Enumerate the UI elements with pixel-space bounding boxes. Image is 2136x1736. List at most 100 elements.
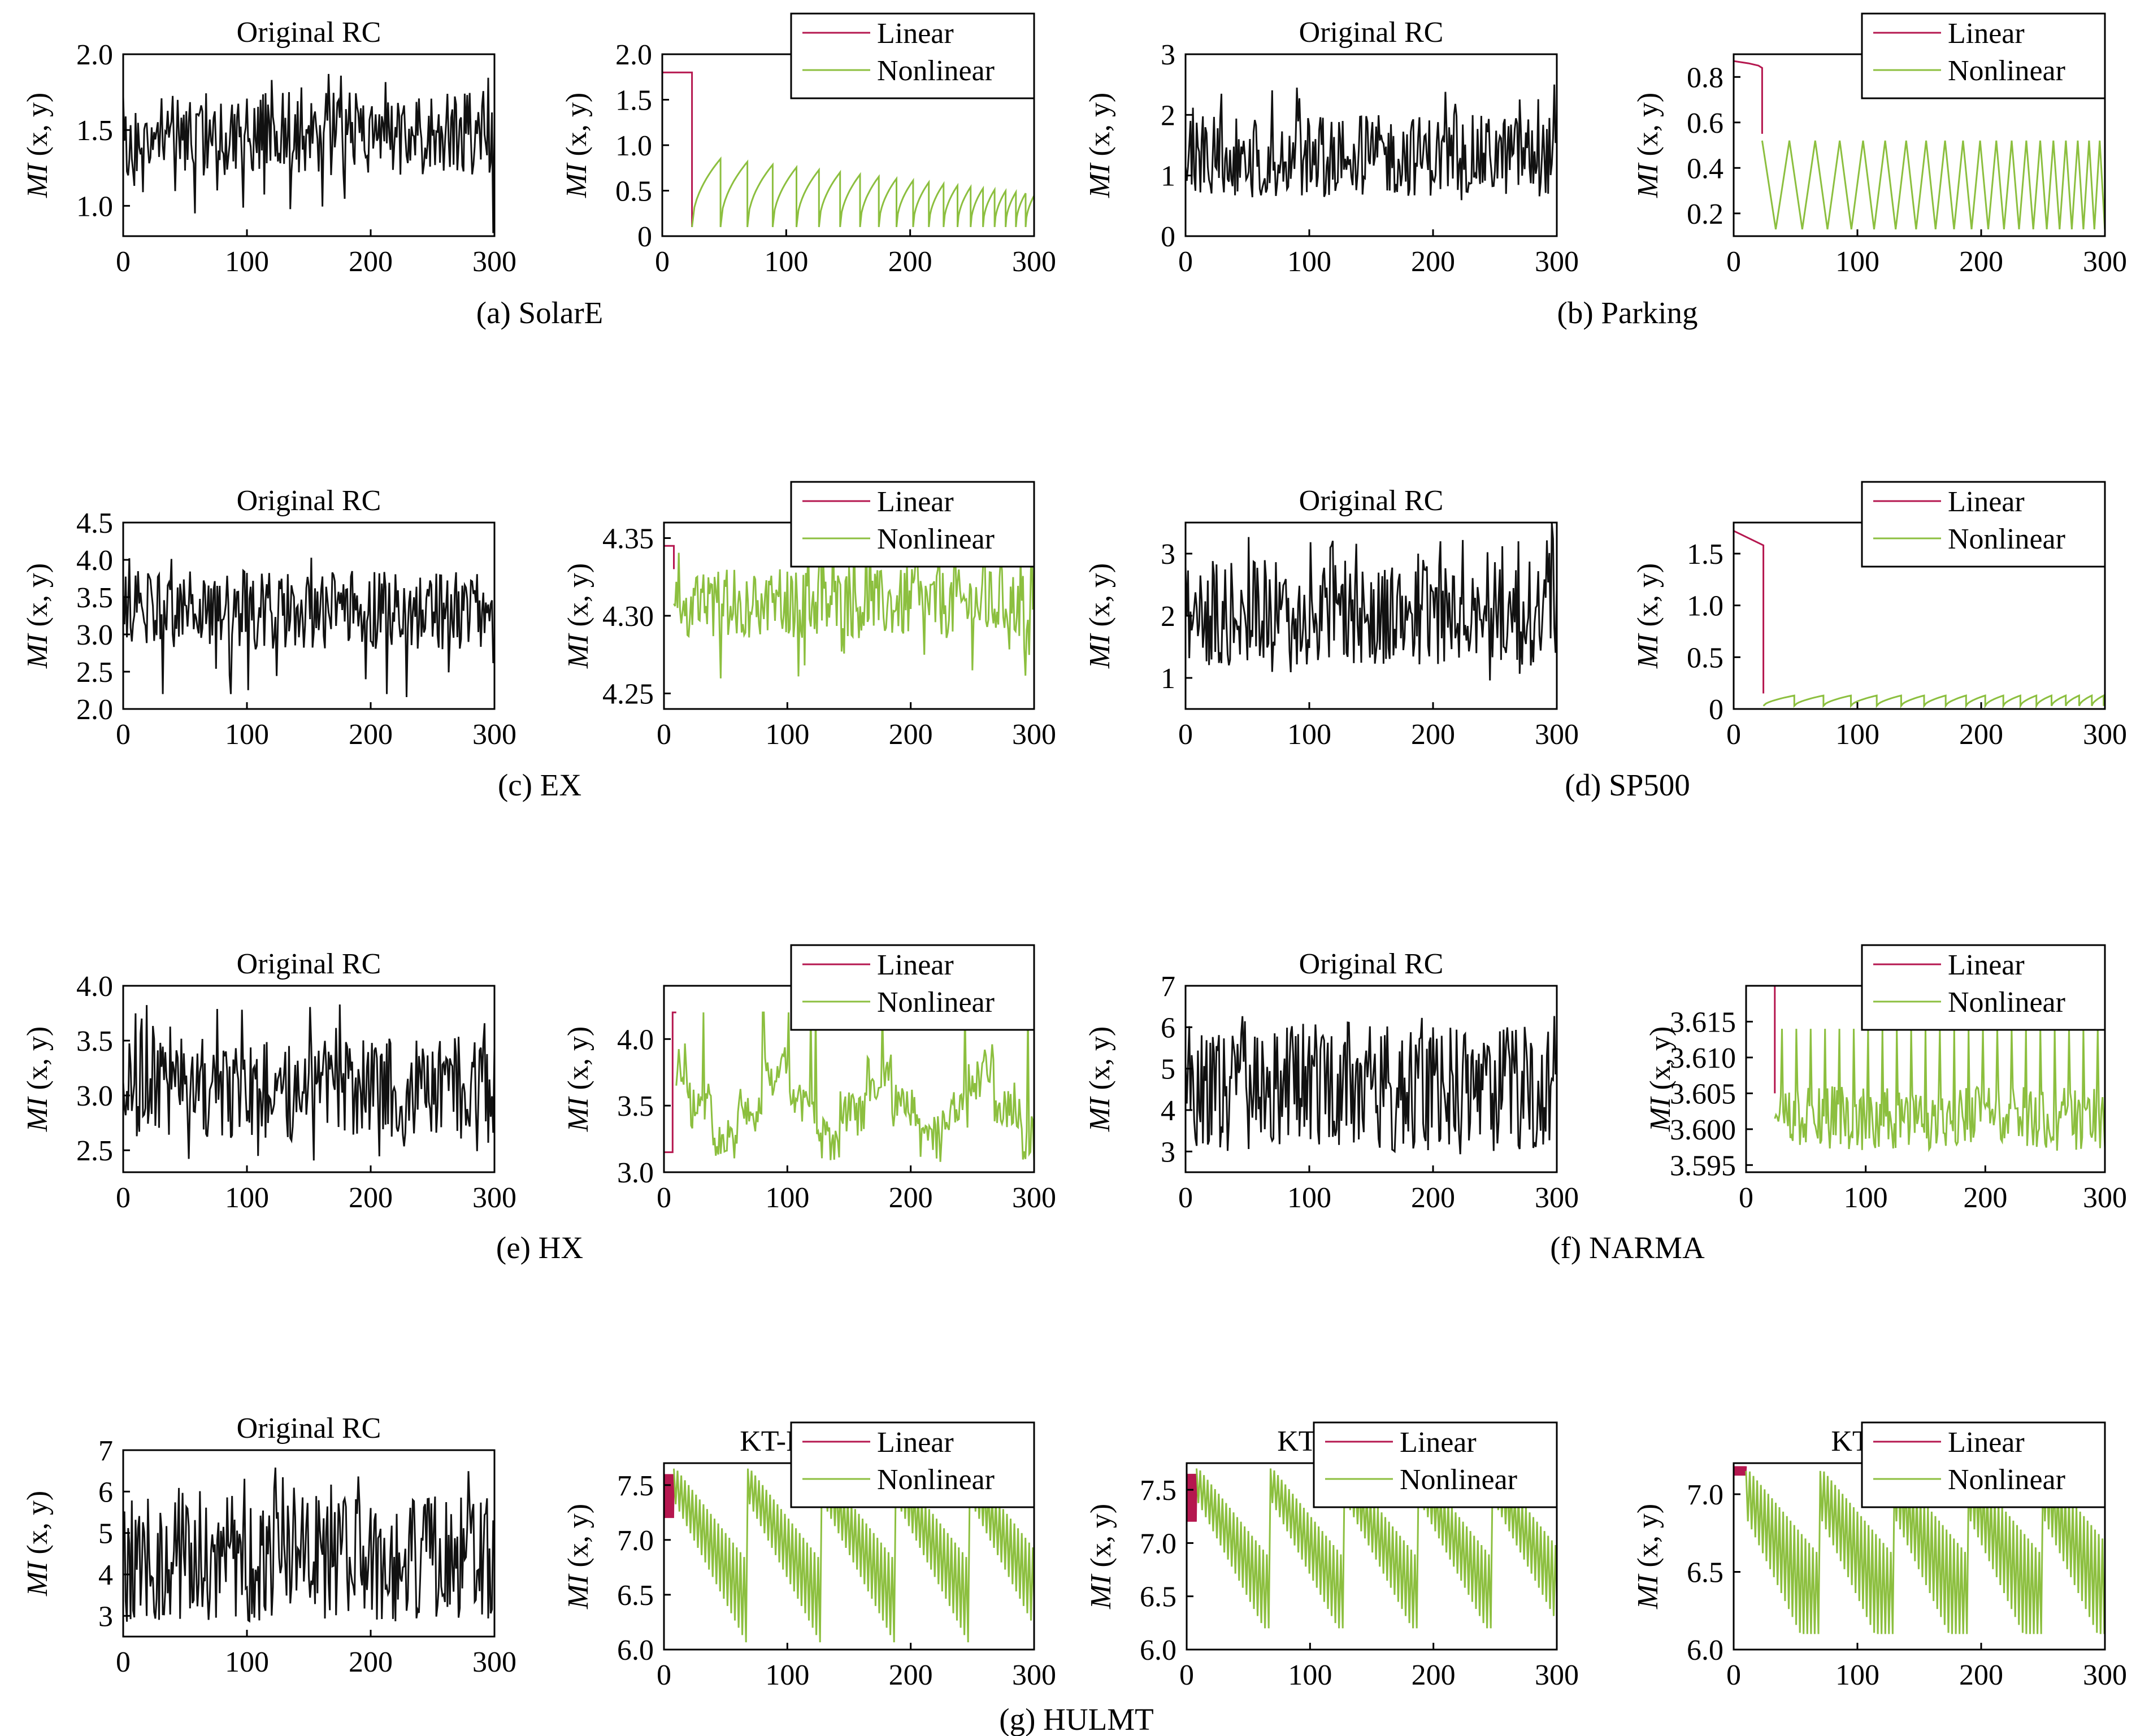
y-tick-label: 1 <box>1161 663 1175 695</box>
y-tick-label: 0.6 <box>1687 107 1723 140</box>
legend-label-nonlinear: Nonlinear <box>1948 1464 2065 1496</box>
y-tick-label: 3.0 <box>76 619 113 651</box>
y-tick-label: 5 <box>98 1518 113 1550</box>
y-tick-label: 7.5 <box>617 1470 654 1502</box>
legend: Linear Nonlinear <box>790 481 1035 568</box>
panel-caption-f: (f) NARMA <box>1550 1230 1705 1265</box>
legend-box <box>1313 1421 1558 1508</box>
x-tick-label: 200 <box>889 1659 933 1691</box>
y-tick-label: 1.0 <box>1687 590 1723 623</box>
y-tick-label: 3.0 <box>617 1157 654 1189</box>
x-tick-label: 200 <box>349 1182 393 1214</box>
y-axis-label: MI (x, y) <box>562 1026 594 1132</box>
y-axis-label: MI (x, y) <box>562 1504 594 1609</box>
x-tick-label: 300 <box>1012 719 1056 751</box>
y-tick-label: 4 <box>1161 1095 1175 1127</box>
legend: Linear Nonlinear <box>1861 944 2106 1031</box>
chart-c-orig: Original RC MI (x, y) 0 100 200 300 2.0 2.5 3.0 3… <box>21 485 516 751</box>
x-tick-label: 200 <box>1959 246 2003 278</box>
plot-frame <box>122 53 496 237</box>
legend: Linear Nonlinear <box>790 1421 1035 1508</box>
y-tick-label: 2.5 <box>76 1135 113 1167</box>
y-axis-label: MI (x, y) <box>1632 1504 1664 1609</box>
x-tick-label: 300 <box>1012 246 1056 278</box>
x-tick-label: 300 <box>1012 1182 1056 1214</box>
chart-title: Original RC <box>237 16 381 49</box>
y-axis-label: MI (x, y) <box>1085 1504 1117 1609</box>
chart-g-kt3: KT-RC (Wrist)MI (x, y)01002003006.06.57.… <box>1632 1421 2127 1691</box>
y-tick-label: 4.0 <box>76 971 113 1003</box>
x-tick-label: 300 <box>472 1646 516 1678</box>
x-tick-label: 0 <box>116 1182 131 1214</box>
y-tick-label: 1.5 <box>1687 538 1723 571</box>
chart-title: Original RC <box>1299 485 1444 517</box>
chart-e-orig: Original RC MI (x, y) 0 100 200 300 2.5 3.0 3.5 4… <box>21 948 516 1214</box>
series-line-nonlinear <box>675 1011 1034 1162</box>
legend-label-linear: Linear <box>1400 1426 1477 1459</box>
y-axis-label: MI (x, y) <box>21 1026 54 1132</box>
x-tick-label: 200 <box>349 1646 393 1678</box>
y-tick-label: 3 <box>1161 39 1175 71</box>
x-tick-label: 0 <box>116 1646 131 1678</box>
y-tick-label: 4 <box>98 1559 113 1591</box>
y-tick-label: 2.0 <box>615 39 652 71</box>
chart-g-orig: Original RC MI (x, y) 0 100 200 300 3 4 5 6 7 <box>21 1412 516 1678</box>
x-tick-label: 0 <box>1178 246 1193 278</box>
y-tick-label: 3.615 <box>1670 1006 1736 1038</box>
series-line-linear <box>1734 60 1763 134</box>
y-tick-label: 1.0 <box>76 190 113 223</box>
y-tick-label: 6.0 <box>617 1634 654 1667</box>
y-tick-label: 7.5 <box>1140 1474 1176 1507</box>
x-tick-label: 0 <box>655 246 670 278</box>
x-tick-label: 100 <box>1835 719 1879 751</box>
y-axis-label: MI (x, y) <box>21 1491 54 1596</box>
y-tick-label: 7.0 <box>1140 1528 1176 1560</box>
y-tick-label: 3 <box>98 1600 113 1633</box>
panel-caption-d: (d) SP500 <box>1565 768 1690 802</box>
series-line-linear <box>664 1474 675 1519</box>
y-axis-label: MI (x, y) <box>562 563 594 669</box>
y-tick-label: 6.0 <box>1140 1634 1176 1667</box>
y-tick-label: 2.5 <box>76 656 113 689</box>
series-line-original <box>123 73 494 233</box>
x-tick-label: 200 <box>1959 1659 2003 1691</box>
x-tick-label: 300 <box>1012 1659 1056 1691</box>
series-line-linear <box>1734 1466 1747 1476</box>
chart-f-orig: Original RC MI (x, y) 0 100 200 300 3 4 5 6 7 <box>1084 948 1579 1214</box>
chart-d-orig: Original RC MI (x, y) 0 100 200 300 1 2 3 <box>1084 485 1579 751</box>
y-tick-label: 4.0 <box>617 1024 654 1056</box>
y-tick-label: 0.4 <box>1687 153 1723 185</box>
x-tick-label: 100 <box>1287 1182 1331 1214</box>
x-tick-label: 0 <box>1178 1182 1193 1214</box>
x-tick-label: 100 <box>1835 246 1879 278</box>
y-tick-label: 6.0 <box>1687 1634 1723 1667</box>
legend: Linear Nonlinear <box>1861 12 2106 99</box>
x-tick-label: 300 <box>2083 719 2127 751</box>
x-tick-label: 0 <box>1726 719 1741 751</box>
chart-g-kt2: KT-RC (Elbow)MI (x, y)01002003006.06.57.… <box>1085 1421 1579 1691</box>
y-tick-label: 6.5 <box>1140 1581 1176 1613</box>
y-tick-label: 0.5 <box>615 176 652 208</box>
y-tick-label: 6 <box>1161 1012 1175 1044</box>
x-tick-label: 100 <box>1844 1182 1888 1214</box>
x-tick-label: 0 <box>1178 719 1193 751</box>
legend-label-nonlinear: Nonlinear <box>1948 55 2065 87</box>
y-axis-label: MI (x, y) <box>561 93 593 198</box>
y-tick-label: 4.35 <box>602 523 654 555</box>
y-tick-label: 3.605 <box>1670 1078 1736 1110</box>
x-tick-label: 0 <box>657 719 671 751</box>
y-tick-label: 7.0 <box>1687 1479 1723 1511</box>
y-tick-label: 4.5 <box>76 507 113 539</box>
legend-box <box>1861 481 2106 568</box>
x-tick-label: 300 <box>2083 246 2127 278</box>
chart-title: Original RC <box>237 1412 381 1445</box>
series-line-original <box>123 1467 494 1623</box>
legend-box <box>1861 12 2106 99</box>
series-line-original <box>1186 523 1557 681</box>
x-tick-label: 200 <box>349 719 393 751</box>
x-tick-label: 0 <box>1179 1659 1194 1691</box>
legend-label-nonlinear: Nonlinear <box>877 1464 995 1496</box>
